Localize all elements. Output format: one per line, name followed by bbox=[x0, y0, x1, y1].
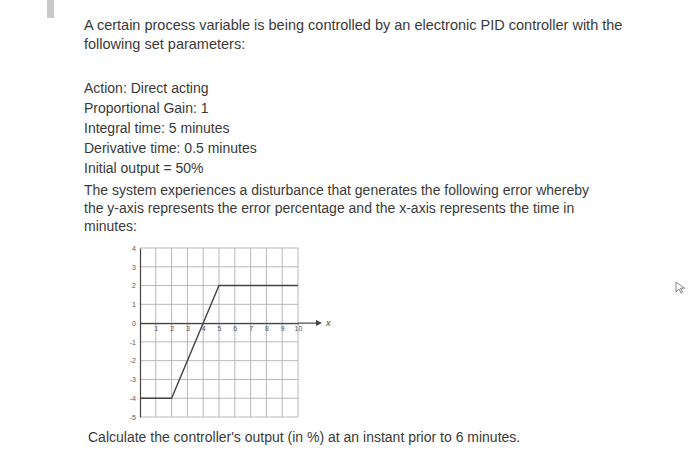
axis-line bbox=[140, 249, 141, 418]
tick: -3 bbox=[130, 376, 140, 383]
tick-label: -1 bbox=[130, 339, 136, 346]
grid-line bbox=[187, 248, 188, 417]
grid-line bbox=[140, 266, 298, 267]
grid-line bbox=[282, 248, 283, 417]
axis-label: x bbox=[325, 318, 331, 328]
page: A certain process variable is being cont… bbox=[0, 0, 700, 471]
x-axis: 12345678910 bbox=[141, 323, 303, 332]
tick-label: -3 bbox=[130, 376, 136, 383]
grid-line bbox=[171, 248, 172, 417]
tick-label: 8 bbox=[265, 325, 269, 332]
tick: 0 bbox=[132, 320, 140, 327]
tick-label: 9 bbox=[281, 325, 285, 332]
text-line: Derivative time: 0.5 minutes bbox=[84, 140, 257, 156]
text-line: Calculate the controller's output (in %)… bbox=[88, 429, 520, 445]
tick: 7 bbox=[249, 323, 253, 332]
chart: -5-4-3-2-10123412345678910x bbox=[130, 245, 331, 421]
text-line: the y-axis represents the error percenta… bbox=[84, 200, 574, 216]
text-line: A certain process variable is being cont… bbox=[84, 17, 622, 33]
plot-area bbox=[140, 286, 298, 399]
scroll-mark bbox=[47, 0, 54, 18]
text-line: following set parameters: bbox=[84, 36, 245, 52]
error-line bbox=[140, 286, 298, 399]
tick: 2 bbox=[132, 282, 140, 289]
tick-label: -5 bbox=[130, 414, 136, 421]
tick: 9 bbox=[281, 323, 285, 332]
tick-label: 3 bbox=[186, 325, 190, 332]
grid-line bbox=[155, 248, 156, 417]
cursor-icon bbox=[676, 282, 685, 293]
tick-label: 1 bbox=[132, 301, 136, 308]
tick: -2 bbox=[130, 357, 140, 364]
text-line: Integral time: 5 minutes bbox=[84, 120, 230, 136]
tick: 4 bbox=[132, 245, 140, 252]
tick: 5 bbox=[218, 323, 222, 332]
grid-line bbox=[140, 248, 298, 249]
text-line: Action: Direct acting bbox=[84, 80, 209, 96]
tick-label: -4 bbox=[130, 395, 136, 402]
grid-line bbox=[140, 304, 298, 305]
tick-label: 2 bbox=[132, 282, 136, 289]
text-line: Initial output = 50% bbox=[84, 160, 203, 176]
grid-line bbox=[140, 379, 298, 380]
tick: 2 bbox=[170, 323, 174, 332]
grid-line bbox=[140, 323, 298, 324]
tick: 8 bbox=[265, 323, 269, 332]
tick: -4 bbox=[130, 395, 140, 402]
tick: 6 bbox=[233, 323, 237, 332]
tick-label: 5 bbox=[218, 325, 222, 332]
grid-line bbox=[250, 248, 251, 417]
grid bbox=[140, 248, 298, 417]
grid-line bbox=[140, 360, 298, 361]
grid-line bbox=[140, 341, 298, 342]
text-line: minutes: bbox=[84, 218, 137, 234]
grid-line bbox=[140, 417, 298, 418]
tick: -5 bbox=[130, 414, 140, 421]
tick-label: 4 bbox=[132, 245, 136, 252]
tick-label: 2 bbox=[170, 325, 174, 332]
axis-arrow-head bbox=[316, 320, 322, 326]
grid-line bbox=[234, 248, 235, 417]
grid-line bbox=[203, 248, 204, 417]
tick: 3 bbox=[132, 264, 140, 271]
grid-line bbox=[266, 248, 267, 417]
tick: 1 bbox=[154, 323, 158, 332]
grid-line bbox=[298, 248, 299, 417]
y-axis: -5 -4 -3 -2 -1 0 1 2 3 4 bbox=[130, 245, 141, 421]
tick-label: -2 bbox=[130, 357, 136, 364]
tick-label: 3 bbox=[132, 264, 136, 271]
tick-label: 6 bbox=[233, 325, 237, 332]
axis-line bbox=[141, 323, 299, 324]
tick-label: 7 bbox=[249, 325, 253, 332]
tick: 3 bbox=[186, 323, 190, 332]
axis-arrow-line bbox=[298, 323, 318, 324]
tick: 10 bbox=[295, 323, 303, 332]
tick-label: 0 bbox=[132, 320, 136, 327]
background bbox=[0, 0, 700, 471]
tick: -1 bbox=[130, 339, 140, 346]
tick: 1 bbox=[132, 301, 140, 308]
text-line: Proportional Gain: 1 bbox=[84, 100, 209, 116]
tick-label: 10 bbox=[295, 325, 303, 332]
text-line: The system experiences a disturbance tha… bbox=[84, 182, 589, 198]
grid-line bbox=[219, 248, 220, 417]
tick-label: 1 bbox=[154, 325, 158, 332]
